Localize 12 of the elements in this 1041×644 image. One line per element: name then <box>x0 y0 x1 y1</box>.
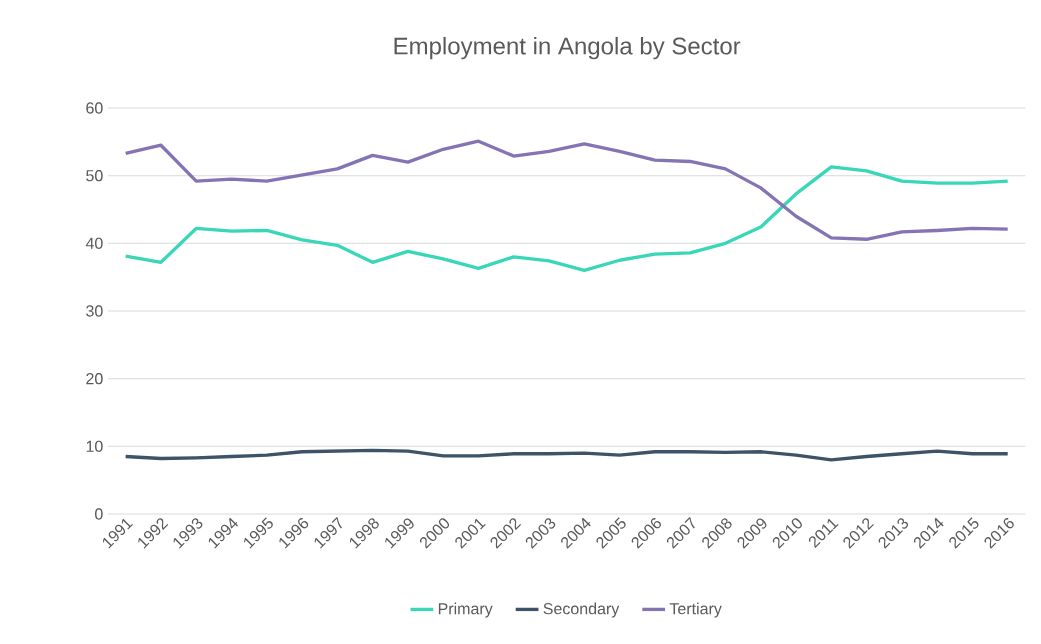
legend-label: Tertiary <box>669 602 722 618</box>
y-tick-label: 60 <box>86 102 103 114</box>
y-tick-label: 20 <box>86 373 103 385</box>
line-series <box>123 165 1010 273</box>
y-tick-label: 40 <box>85 237 103 249</box>
chart-title: Employment in Angola by Sector <box>394 36 741 60</box>
legend-label: Secondary <box>543 602 620 618</box>
y-tick-label: 50 <box>86 170 103 182</box>
legend-label: Primary <box>438 602 493 618</box>
y-tick-label: 30 <box>86 305 103 317</box>
y-tick-label: 0 <box>95 508 103 520</box>
y-tick-label: 10 <box>86 440 103 452</box>
